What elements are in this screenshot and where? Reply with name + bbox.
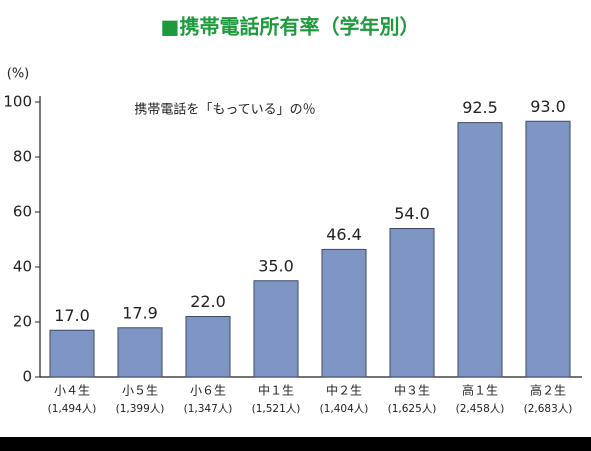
y-tick-label: 60	[13, 203, 32, 221]
sample-size: (1,521人)	[252, 403, 301, 415]
bar	[117, 327, 163, 378]
value-label: 22.0	[190, 292, 226, 311]
bar	[185, 316, 231, 378]
y-tick-label: 20	[13, 313, 32, 331]
x-tick-label: 高２生	[530, 383, 566, 398]
y-axis-label: (%)	[7, 67, 30, 82]
x-tick-label: 中２生	[326, 383, 362, 398]
y-tick-label: 100	[3, 93, 32, 111]
y-tick-label: 80	[13, 148, 32, 166]
x-tick-label: 高１生	[462, 383, 498, 398]
sample-size: (1,404人)	[320, 403, 369, 415]
x-tick-label: 小６生	[190, 384, 226, 398]
sample-size: (1,625人)	[388, 403, 437, 415]
x-tick-label: 中３生	[394, 383, 430, 398]
sample-size: (2,683人)	[524, 403, 573, 415]
bar	[253, 280, 299, 378]
value-label: 35.0	[258, 256, 294, 275]
x-tick-label: 中１生	[258, 383, 294, 398]
value-label: 93.0	[530, 97, 566, 116]
bar	[525, 120, 571, 378]
value-label: 46.4	[326, 225, 362, 244]
bar	[49, 329, 95, 378]
sample-size: (1,347人)	[184, 403, 233, 415]
bar	[321, 248, 367, 378]
x-tick-label: 小４生	[54, 384, 90, 398]
chart-title: ■携帯電話所有率（学年別）	[161, 15, 420, 39]
bar	[457, 122, 503, 378]
sample-size: (1,399人)	[116, 403, 165, 415]
value-label: 54.0	[394, 204, 430, 223]
sample-size: (2,458人)	[456, 403, 505, 415]
bar	[389, 228, 435, 378]
value-label: 17.0	[54, 306, 90, 325]
y-tick-label: 40	[13, 258, 32, 276]
y-tick-label: 0	[22, 368, 32, 386]
value-label: 17.9	[122, 303, 158, 322]
sample-size: (1,494人)	[48, 403, 97, 415]
annotation: 携帯電話を「もっている」の％	[134, 102, 315, 118]
bottom-bar	[0, 437, 591, 451]
value-label: 92.5	[462, 98, 498, 117]
x-tick-label: 小５生	[122, 384, 158, 398]
